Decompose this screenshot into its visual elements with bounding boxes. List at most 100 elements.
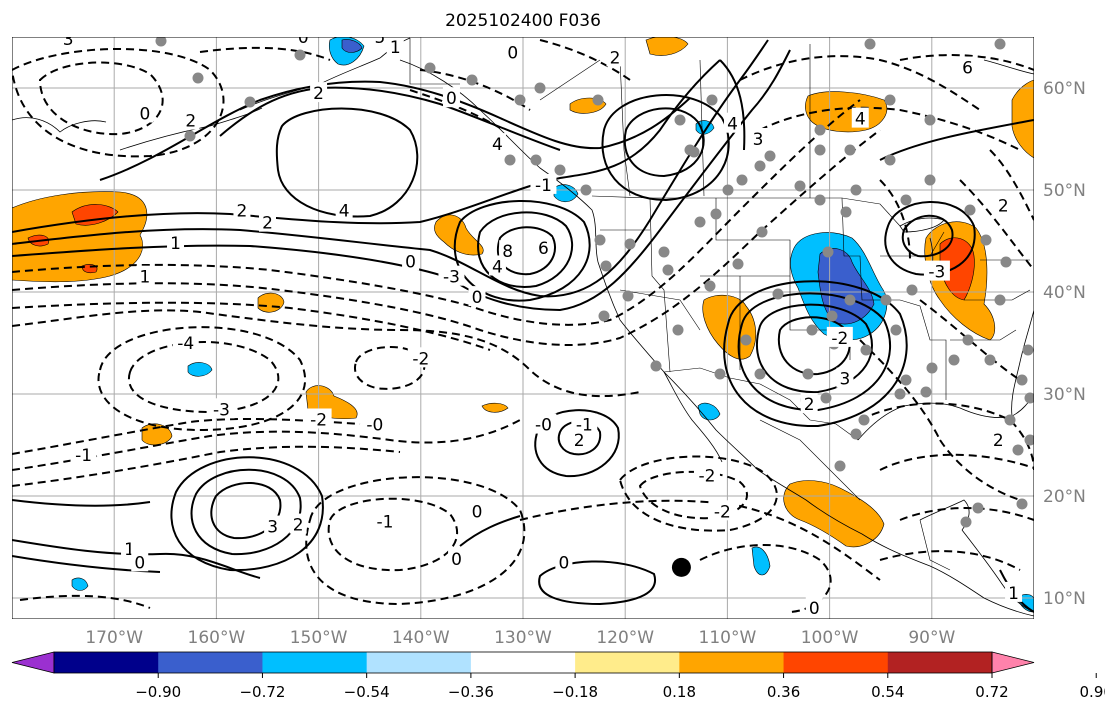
- station-dot: [1022, 344, 1034, 356]
- station-dot: [920, 386, 932, 398]
- station-dot: [864, 38, 876, 50]
- contour-label: -1: [75, 446, 92, 466]
- contour-dashed-gulf: [859, 402, 1034, 471]
- station-dot: [844, 144, 856, 156]
- point-marker: [671, 557, 691, 577]
- contour-label-background: [994, 194, 1012, 215]
- colorbar-tick-label: 0.90: [1080, 683, 1105, 701]
- contour-jet-1: [12, 59, 721, 233]
- contour-label-background: [724, 112, 742, 133]
- station-dot: [972, 502, 984, 514]
- longitude-label: 110°W: [699, 628, 757, 648]
- contour-label: -3: [213, 400, 230, 420]
- shade-negative-small-7: [71, 577, 89, 591]
- station-dot: [294, 49, 306, 61]
- contour-dashed-canada-2: [739, 55, 981, 111]
- contour-dashed-canada-1: [539, 39, 631, 81]
- longitude-label: 170°W: [85, 628, 143, 648]
- station-dot: [894, 388, 906, 400]
- station-dot: [600, 260, 612, 272]
- contour-label: 2: [993, 431, 1004, 451]
- coastline-baja: [663, 371, 723, 463]
- contour-east-pacific-low: [538, 560, 657, 606]
- colorbar-segment: [783, 652, 889, 673]
- contour-label: 5: [375, 28, 386, 48]
- station-dot: [624, 238, 636, 250]
- station-dot: [984, 354, 996, 366]
- contour-label-background: [136, 102, 154, 123]
- station-dot: [534, 82, 546, 94]
- map-title: 2025102400 F036: [445, 11, 601, 31]
- contour-dashed-canada-3: [759, 106, 1021, 151]
- contour-jet-5: [219, 86, 561, 151]
- colorbar-segment: [158, 652, 263, 673]
- contour-dashed-small-low: [354, 346, 426, 390]
- contour-label: -0: [535, 416, 552, 436]
- station-dot: [622, 290, 634, 302]
- station-dot: [674, 114, 686, 126]
- contour-label: 2: [998, 196, 1009, 216]
- contour-dashed-east-1: [919, 299, 1021, 381]
- station-dot: [980, 234, 992, 246]
- station-dot: [900, 194, 912, 206]
- dashed-contours: [12, 39, 1034, 613]
- contour-label: 0: [809, 599, 820, 619]
- shade-positive-ne-pacific: [434, 214, 484, 256]
- border-alaska-canada: [409, 38, 460, 85]
- contour-label-background: [264, 515, 282, 536]
- shade-positive-alaska: [645, 37, 689, 56]
- latitude-label: 40°N: [1043, 283, 1086, 303]
- station-dot: [814, 194, 826, 206]
- contour-label-background: [294, 37, 312, 46]
- contour-label-background: [800, 393, 818, 414]
- contour-label: 2: [185, 112, 196, 132]
- station-dot: [994, 294, 1006, 306]
- contour-label: 6: [962, 59, 973, 79]
- border-state-2: [700, 198, 791, 277]
- longitude-label: 140°W: [392, 628, 450, 648]
- contour-tropical-1: [12, 539, 261, 579]
- contour-label-background: [749, 128, 767, 148]
- contour-label: -2: [698, 467, 715, 487]
- contour-label: 4: [727, 115, 738, 135]
- contour-alaska-ridge-outer: [601, 94, 730, 202]
- contour-dashed-mexico-1: [618, 455, 778, 532]
- station-dot: [844, 294, 856, 306]
- station-dot: [1016, 374, 1028, 386]
- border-central-america: [919, 519, 951, 571]
- colorbar-extend-high: [991, 651, 1035, 674]
- colorbar-segment: [575, 652, 680, 673]
- station-dot: [764, 150, 776, 162]
- contour-label: 0: [405, 252, 416, 272]
- contour-label-background: [289, 513, 307, 534]
- station-dot: [662, 264, 674, 276]
- contour-label: 0: [472, 288, 483, 308]
- contour-ridge-east: [719, 59, 746, 151]
- station-dot: [814, 124, 826, 136]
- station-dot: [1000, 256, 1012, 268]
- contour-label-background: [826, 326, 853, 347]
- contour-high-ne-pacific-outer: [453, 200, 591, 302]
- contour-label-background: [172, 332, 199, 352]
- point-markers: [671, 557, 691, 577]
- station-dot: [900, 374, 912, 386]
- shade-positive-mexico: [783, 480, 885, 548]
- station-dot: [962, 334, 974, 346]
- shade-negative-small-5: [751, 546, 771, 576]
- contour-dashed-north-1: [38, 61, 164, 136]
- station-dot: [994, 38, 1006, 50]
- contour-label: 0: [134, 553, 145, 573]
- contour-label: -2: [412, 349, 429, 369]
- latitude-label: 10°N: [1043, 589, 1086, 609]
- station-dot: [244, 96, 256, 108]
- station-dot: [948, 354, 960, 366]
- station-dot: [672, 324, 684, 336]
- contour-label: 0: [139, 105, 150, 125]
- station-dot: [884, 154, 896, 166]
- station-dot: [840, 206, 852, 218]
- contour-label: -3: [928, 263, 945, 283]
- contour-label: 4: [492, 135, 503, 155]
- border-province-1: [619, 59, 631, 197]
